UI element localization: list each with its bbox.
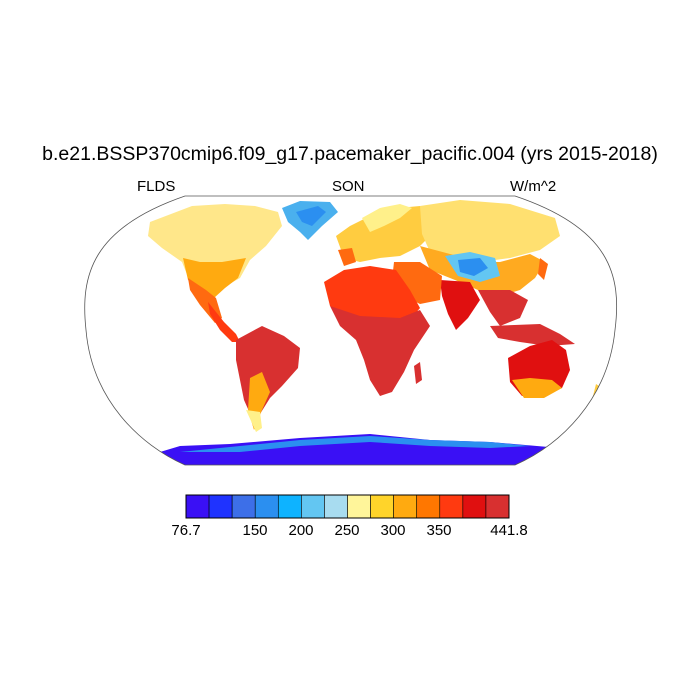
colorbar-tick-label: 441.8 — [490, 522, 528, 539]
colorbar-cell — [185, 494, 210, 519]
colorbar-tick-label: 250 — [334, 522, 360, 539]
iberia-region — [338, 248, 356, 266]
madagascar — [414, 362, 422, 384]
colorbar-cell — [277, 494, 302, 519]
colorbar-cell — [324, 494, 348, 519]
tibet-core — [458, 258, 488, 276]
south-america-south — [246, 410, 262, 432]
colorbar-cell — [347, 494, 371, 519]
africa-central-region — [330, 306, 430, 396]
colorbar-cell — [439, 494, 464, 519]
colorbar-cell — [254, 494, 279, 519]
north-america-south — [183, 258, 246, 298]
india-region — [440, 280, 480, 330]
colorbar-cell — [485, 494, 510, 519]
south-america-region — [236, 326, 300, 418]
scandinavia-region — [362, 204, 412, 232]
colorbar-cell — [416, 494, 441, 519]
variable-label: FLDS — [137, 178, 176, 195]
new-zealand — [592, 384, 602, 404]
central-america-region — [208, 302, 240, 342]
colorbar-cell — [301, 494, 325, 519]
colorbar-cell — [231, 494, 256, 519]
north-america-region — [148, 204, 282, 296]
map-outline — [84, 195, 618, 466]
colorbar-tick-label: 350 — [426, 522, 452, 539]
colorbar-frame — [185, 494, 510, 519]
colorbar-tick-label: 150 — [242, 522, 268, 539]
colorbar — [185, 494, 510, 519]
colorbar-cell — [393, 494, 418, 519]
colorbar-tick-label: 76.7 — [171, 522, 201, 539]
greenland-interior — [296, 206, 326, 226]
africa-north-region — [324, 266, 420, 320]
europe-region — [336, 206, 438, 262]
antarctica-coast — [180, 436, 530, 452]
colorbar-tick-label: 300 — [380, 522, 406, 539]
land-layer — [140, 200, 602, 465]
southeast-asia-region — [478, 290, 528, 326]
units-label: W/m^2 — [510, 178, 557, 195]
japan-region — [538, 258, 548, 280]
map-title: b.e21.BSSP370cmip6.f09_g17.pacemaker_pac… — [42, 143, 658, 165]
australia-south — [512, 378, 562, 398]
asia-north-region — [420, 200, 560, 262]
colorbar-cell — [208, 494, 233, 519]
colorbar-cell — [370, 494, 394, 519]
colorbar-cell — [462, 494, 487, 519]
season-label: SON — [332, 178, 365, 195]
indonesia-region — [490, 324, 575, 346]
colorbar-tick-label: 200 — [288, 522, 314, 539]
